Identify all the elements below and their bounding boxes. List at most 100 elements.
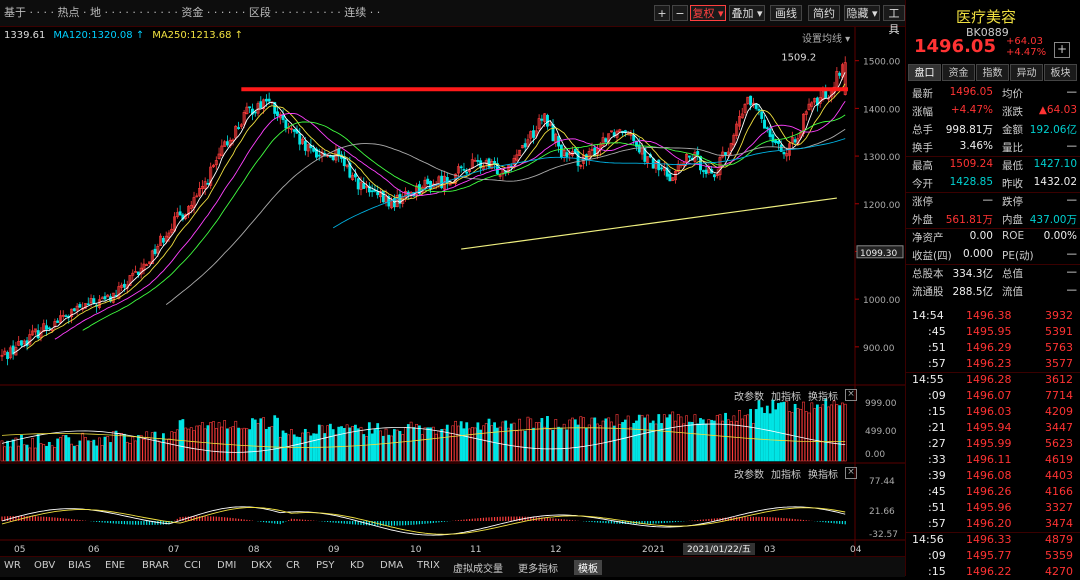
panel-tab-1[interactable]: 资金	[942, 64, 975, 81]
candle-body	[590, 148, 594, 151]
add-watchlist-button[interactable]: +	[1054, 42, 1070, 58]
volume-bar	[843, 403, 847, 462]
toolbar-button-1[interactable]: −	[672, 5, 688, 21]
macd-close-icon[interactable]: ×	[845, 467, 857, 479]
volume-bar	[810, 402, 814, 462]
toolbar-button-6[interactable]: 隐藏 ▾	[844, 5, 880, 21]
candle-body	[136, 271, 140, 275]
volume-bar	[557, 426, 560, 462]
menu-text[interactable]: 基于 · · · · 热点 · 地 · · · · · · · · · · · …	[4, 6, 381, 19]
tick-volume: 7714	[1045, 389, 1073, 402]
toolbar-button-3[interactable]: 叠加 ▾	[729, 5, 765, 21]
candle-body	[618, 129, 622, 133]
candle-body	[429, 180, 433, 190]
toolbar-button-5[interactable]: 简约	[808, 5, 840, 21]
set-ma-button[interactable]: 设置均线 ▾	[802, 34, 851, 45]
volume-bar	[662, 414, 666, 462]
volume-bar	[237, 427, 240, 462]
volume-bar	[551, 429, 555, 462]
candle-body	[610, 130, 613, 133]
kline-chart[interactable]: 1500.001400.001300.001200.001100.001000.…	[0, 0, 905, 576]
macd-control-0[interactable]: 改参数	[734, 470, 764, 481]
candle-body	[242, 112, 246, 125]
volume-bar	[685, 415, 688, 462]
volume-close-icon[interactable]: ×	[845, 389, 857, 401]
ma-legend-item: MA250:1213.68 ↑	[152, 30, 244, 41]
candle-body	[468, 169, 471, 172]
volume-bar	[39, 443, 43, 462]
candle-body	[537, 118, 541, 130]
panel-tab-0[interactable]: 盘口	[908, 64, 941, 81]
candle-body	[365, 185, 369, 188]
x-tick-label: 08	[248, 545, 260, 555]
candle-body	[687, 155, 691, 158]
quote-cell: 1496.05	[949, 86, 993, 98]
panel-tab-3[interactable]: 异动	[1010, 64, 1043, 81]
indicator-tab-10[interactable]: KD	[350, 560, 365, 571]
indicator-tab-4[interactable]: BRAR	[142, 560, 170, 571]
candle-body	[170, 228, 174, 233]
indicator-tab-12[interactable]: TRIX	[417, 560, 440, 571]
toolbar-button-0[interactable]: +	[654, 5, 670, 21]
indicator-tab-15[interactable]: 模板	[574, 560, 602, 575]
tick-time: :15	[928, 405, 946, 418]
candle-body	[646, 156, 650, 164]
indicator-tab-1[interactable]: OBV	[34, 560, 56, 571]
panel-tab-2[interactable]: 指数	[976, 64, 1009, 81]
indicator-tab-6[interactable]: DMI	[217, 560, 237, 571]
volume-bar	[676, 414, 680, 462]
volume-control-2[interactable]: 换指标	[808, 392, 838, 403]
volume-bar	[740, 418, 744, 462]
candle-body	[390, 199, 394, 209]
volume-bar	[473, 427, 477, 462]
volume-bar	[629, 427, 633, 462]
indicator-tab-9[interactable]: PSY	[316, 560, 335, 571]
volume-bar	[31, 437, 35, 462]
candle-body	[562, 150, 566, 157]
tick-time: :39	[928, 469, 946, 482]
volume-bar	[373, 428, 377, 462]
volume-bar	[192, 430, 196, 462]
volume-bar	[715, 415, 719, 462]
candle-body	[810, 102, 814, 107]
quote-cell: 流值	[1002, 286, 1023, 298]
volume-bar	[231, 426, 235, 462]
x-tick-label: 05	[14, 545, 25, 555]
indicator-tab-5[interactable]: CCI	[184, 560, 201, 571]
volume-bar	[114, 430, 118, 462]
candle-body	[306, 144, 310, 152]
indicator-tab-13[interactable]: 虚拟成交量	[453, 564, 503, 575]
candle-body	[543, 113, 547, 122]
candle-body	[150, 250, 154, 264]
indicator-tab-14[interactable]: 更多指标	[518, 564, 558, 575]
indicator-tab-2[interactable]: BIAS	[68, 560, 91, 571]
volume-bar	[456, 425, 460, 462]
volume-bar	[125, 441, 129, 462]
divider	[906, 156, 1080, 157]
volume-control-0[interactable]: 改参数	[734, 392, 764, 403]
volume-bar	[406, 424, 410, 462]
indicator-tab-3[interactable]: ENE	[105, 560, 126, 571]
volume-bar	[426, 427, 430, 462]
indicator-tab-11[interactable]: DMA	[380, 560, 404, 571]
panel-tab-4[interactable]: 板块	[1044, 64, 1077, 81]
toolbar-button-2[interactable]: 复权 ▾	[690, 5, 726, 21]
volume-control-1[interactable]: 加指标	[771, 392, 801, 403]
toolbar-button-4[interactable]: 画线	[770, 5, 802, 21]
x-tick-label: 06	[88, 545, 100, 555]
tick-volume: 5763	[1045, 341, 1073, 354]
volume-bar	[760, 407, 764, 462]
volume-bar	[264, 428, 268, 462]
candle-body	[512, 157, 516, 165]
volume-bar	[532, 427, 535, 462]
indicator-tab-7[interactable]: DKX	[251, 560, 273, 571]
volume-bar	[813, 408, 817, 462]
ma-legend: 1339.61 MA120:1320.08 ↑ MA250:1213.68 ↑	[4, 30, 251, 41]
macd-control-2[interactable]: 换指标	[808, 470, 838, 481]
candle-body	[657, 159, 661, 171]
indicator-tab-0[interactable]: WR	[4, 560, 21, 571]
indicator-tab-8[interactable]: CR	[286, 560, 300, 571]
volume-bar	[309, 435, 313, 462]
macd-control-1[interactable]: 加指标	[771, 470, 801, 481]
toolbar-button-7[interactable]: 工具	[883, 5, 905, 36]
